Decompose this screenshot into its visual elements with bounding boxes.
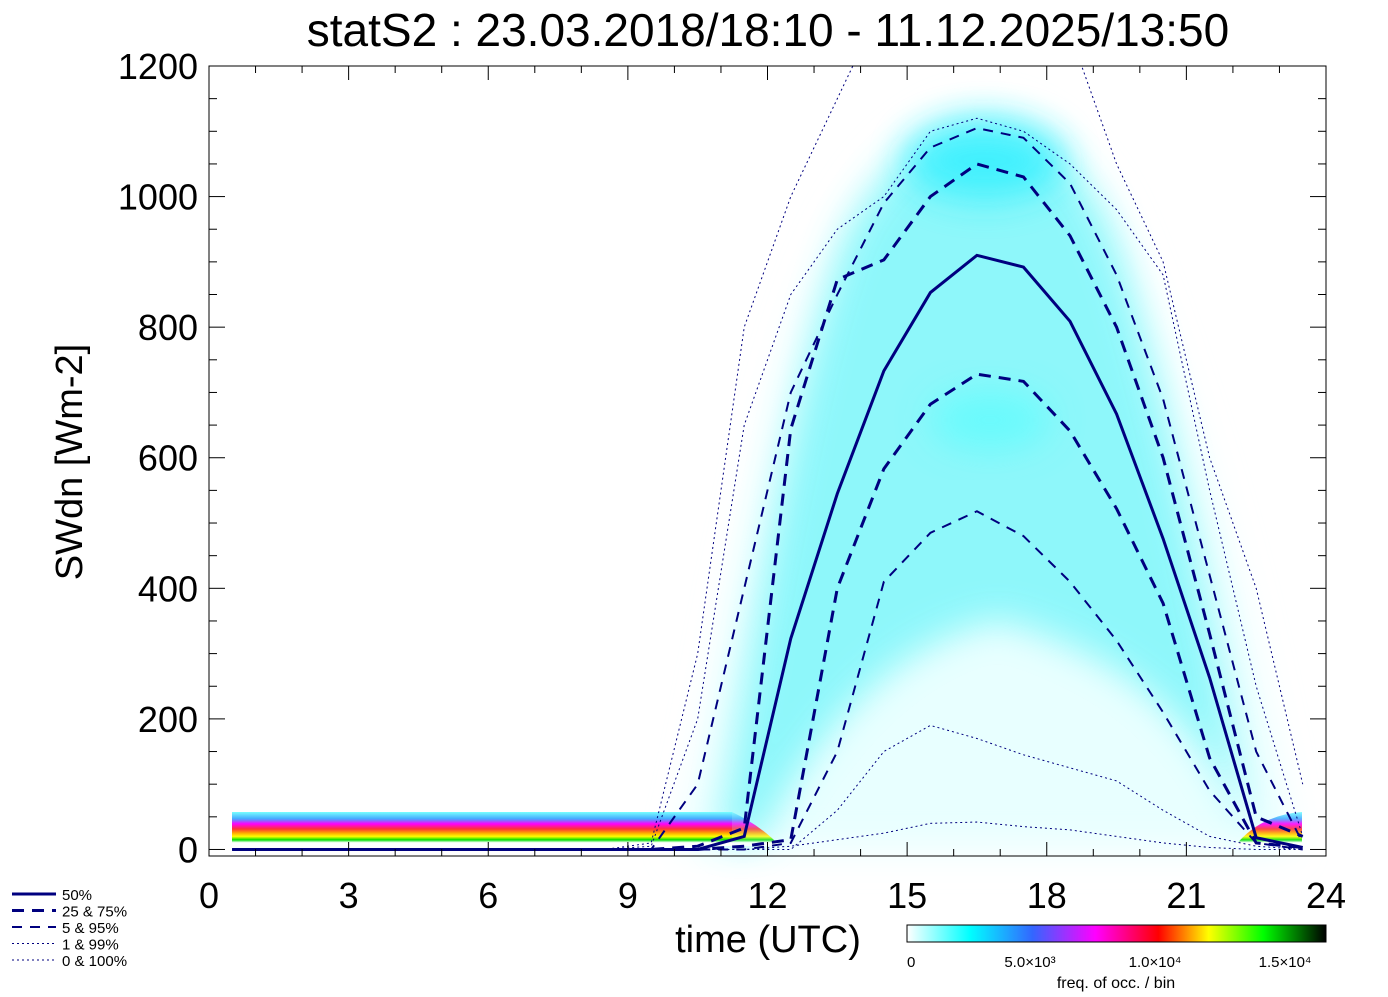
x-tick-label: 6	[478, 875, 498, 916]
x-axis-label: time (UTC)	[675, 919, 861, 961]
series-line-99pct	[232, 117, 1304, 850]
y-tick-label: 0	[178, 829, 198, 870]
legend-label: 0 & 100%	[62, 953, 127, 970]
series-line-95pct	[232, 126, 1304, 851]
series-line-25pct	[232, 372, 1303, 851]
y-tick-label: 600	[138, 438, 198, 479]
x-tick-label: 18	[1027, 875, 1067, 916]
x-tick-label: 3	[339, 875, 359, 916]
heatmap	[232, 110, 1302, 850]
legend-label: 25 & 75%	[62, 904, 127, 921]
chart-title: statS2 : 23.03.2018/18:10 - 11.12.2025/1…	[307, 4, 1229, 56]
series-line-50pct	[232, 253, 1304, 851]
y-tick-label: 1000	[118, 177, 198, 218]
x-tick-label: 0	[199, 875, 219, 916]
colorbar-tick: 1.0×10⁴	[1129, 954, 1182, 971]
series-line-75pct	[232, 162, 1304, 851]
y-tick-label: 800	[138, 307, 198, 348]
legend-label: 5 & 95%	[62, 920, 119, 937]
colorbar: 0 5.0×10³ 1.0×10⁴ 1.5×10⁴ freq. of occ. …	[906, 924, 1327, 992]
x-tick-label: 24	[1306, 875, 1346, 916]
y-tick-label: 1200	[118, 46, 198, 87]
x-tick-label: 21	[1166, 875, 1206, 916]
y-tick-label: 200	[138, 699, 198, 740]
y-tick-label: 400	[138, 568, 198, 609]
y-axis-label: SWdn [Wm-2]	[49, 344, 91, 580]
colorbar-gradient	[906, 924, 1327, 943]
x-tick-label: 12	[747, 875, 787, 916]
legend: 50%25 & 75%5 & 95%1 & 99%0 & 100%	[12, 887, 127, 970]
colorbar-tick: 0	[907, 954, 915, 971]
colorbar-tick: 5.0×10³	[1004, 954, 1055, 971]
colorbar-tick: 1.5×10⁴	[1259, 954, 1312, 971]
legend-label: 1 & 99%	[62, 937, 119, 954]
colorbar-label: freq. of occ. / bin	[1057, 975, 1175, 992]
legend-label: 50%	[62, 887, 92, 904]
x-tick-label: 9	[618, 875, 638, 916]
series-line-100pct	[232, 66, 1304, 850]
x-tick-label: 15	[887, 875, 927, 916]
